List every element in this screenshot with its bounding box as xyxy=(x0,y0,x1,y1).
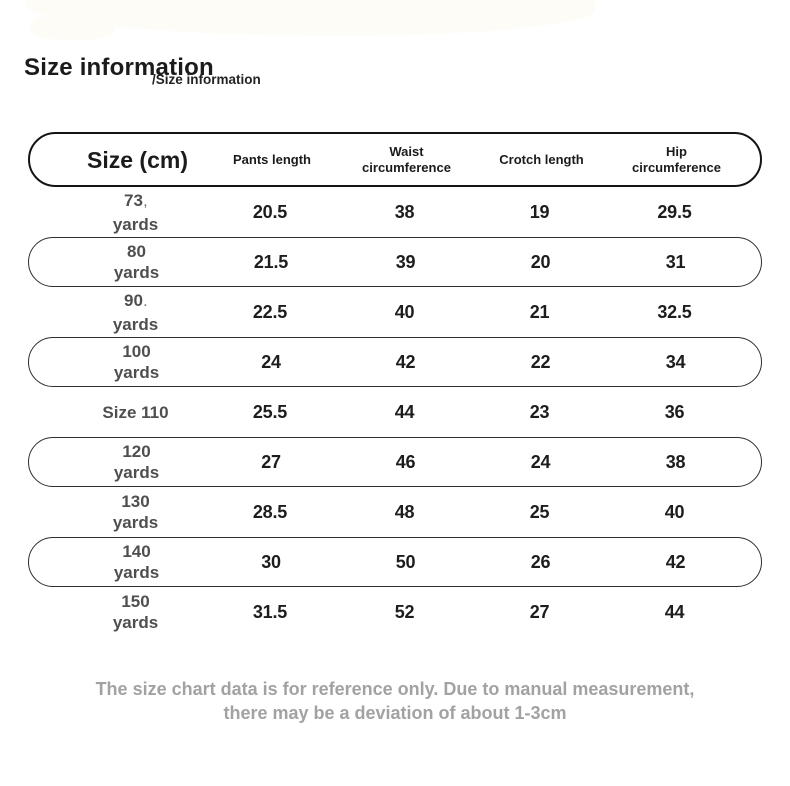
crotch-length-value: 24 xyxy=(530,451,551,472)
size-cell: 130 yards xyxy=(28,491,203,533)
waist-circumference-value: 48 xyxy=(394,501,415,522)
pants-length-value: 27 xyxy=(261,451,281,472)
size-label: 80 yards xyxy=(113,242,160,282)
table-row: 130 yards 28.5 48 25 40 xyxy=(28,487,762,537)
table-row: 150 yards 31.5 52 27 44 xyxy=(28,587,762,637)
header-size-cm: Size (cm) xyxy=(87,146,188,173)
pants-length-value: 31.5 xyxy=(252,601,288,622)
crotch-length-value: 20 xyxy=(530,251,551,272)
size-label: 130 yards xyxy=(112,492,159,532)
hip-circumference-value: 34 xyxy=(665,351,686,372)
waist-circumference-value: 40 xyxy=(394,301,415,322)
table-row: 80 yards 21.5 39 20 31 xyxy=(28,237,762,287)
size-label: Size 110 xyxy=(102,402,169,422)
hip-circumference-value: 40 xyxy=(664,501,685,522)
table-row: Size 110 25.5 44 23 36 xyxy=(28,387,762,437)
stray-mark: . xyxy=(143,296,147,309)
waist-circumference-value: 39 xyxy=(395,251,416,272)
size-label: 73, yards xyxy=(112,190,159,234)
waist-circumference-value: 52 xyxy=(394,601,415,622)
crotch-length-value: 25 xyxy=(529,501,550,522)
table-row: 90. yards 22.5 40 21 32.5 xyxy=(28,287,762,337)
pants-length-value: 22.5 xyxy=(252,301,288,322)
crotch-length-value: 22 xyxy=(530,351,551,372)
waist-circumference-value: 42 xyxy=(395,351,416,372)
table-row: 73, yards 20.5 38 19 29.5 xyxy=(28,187,762,237)
crotch-length-value: 21 xyxy=(529,301,550,322)
header-waist-circumference: Waist circumference xyxy=(362,143,451,175)
waist-circumference-value: 50 xyxy=(395,551,416,572)
size-cell: 140 yards xyxy=(29,541,204,583)
header-hip-circumference: Hip circumference xyxy=(632,143,721,175)
pants-length-value: 30 xyxy=(261,551,281,572)
pants-length-value: 28.5 xyxy=(252,501,288,522)
background-tint-blob-small xyxy=(30,14,115,40)
table-row: 100 yards 24 42 22 34 xyxy=(28,337,762,387)
crotch-length-value: 27 xyxy=(529,601,550,622)
pants-length-value: 21.5 xyxy=(253,251,289,272)
hip-circumference-value: 32.5 xyxy=(657,301,692,322)
size-label: 90. yards xyxy=(112,290,159,334)
size-cell: 120 yards xyxy=(29,441,204,483)
size-cell: 73, yards xyxy=(28,190,203,235)
stray-mark: , xyxy=(143,196,147,209)
hip-circumference-value: 38 xyxy=(665,451,686,472)
size-cell: 90. yards xyxy=(28,290,203,335)
disclaimer-line-1: The size chart data is for reference onl… xyxy=(95,679,695,699)
pants-length-value: 20.5 xyxy=(252,201,288,222)
crotch-length-value: 26 xyxy=(530,551,551,572)
disclaimer: The size chart data is for reference onl… xyxy=(0,677,790,725)
header-crotch-length: Crotch length xyxy=(499,151,584,167)
size-cell: 150 yards xyxy=(28,591,203,633)
size-cell: Size 110 xyxy=(28,402,203,423)
size-label: 120 yards xyxy=(113,442,160,482)
waist-circumference-value: 38 xyxy=(394,201,415,222)
size-cell: 80 yards xyxy=(29,241,204,283)
size-label: 150 yards xyxy=(112,592,159,632)
hip-circumference-value: 31 xyxy=(665,251,686,272)
table-row: 120 yards 27 46 24 38 xyxy=(28,437,762,487)
pants-length-value: 24 xyxy=(261,351,281,372)
size-cell: 100 yards xyxy=(29,341,204,383)
waist-circumference-value: 46 xyxy=(395,451,416,472)
crotch-length-value: 19 xyxy=(529,201,550,222)
page-title: Size information xyxy=(24,54,214,81)
crotch-length-value: 23 xyxy=(529,401,550,422)
disclaimer-line-2: there may be a deviation of about 1-3cm xyxy=(223,703,567,723)
pants-length-value: 25.5 xyxy=(252,401,288,422)
size-label: 100 yards xyxy=(113,342,160,382)
hip-circumference-value: 36 xyxy=(664,401,685,422)
header-pants-length: Pants length xyxy=(232,151,311,167)
hip-circumference-value: 44 xyxy=(664,601,685,622)
table-header-row: Size (cm) Pants length Waist circumferen… xyxy=(28,132,762,187)
waist-circumference-value: 44 xyxy=(394,401,415,422)
hip-circumference-value: 42 xyxy=(665,551,686,572)
page-subtitle: /Size information xyxy=(152,72,261,87)
hip-circumference-value: 29.5 xyxy=(657,201,692,222)
size-table: Size (cm) Pants length Waist circumferen… xyxy=(28,132,762,637)
size-label: 140 yards xyxy=(113,542,160,582)
table-row: 140 yards 30 50 26 42 xyxy=(28,537,762,587)
table-body: 73, yards 20.5 38 19 29.5 80 yards 21.5 … xyxy=(28,187,762,637)
